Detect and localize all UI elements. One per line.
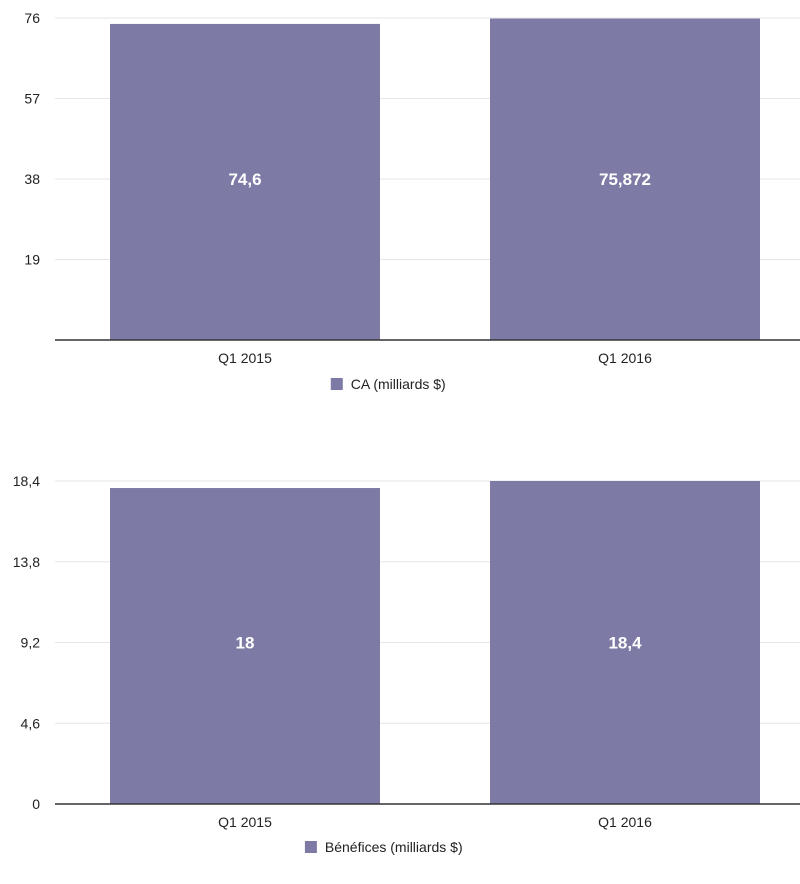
y-tick-label: 19	[24, 252, 40, 268]
legend-label: Bénéfices (milliards $)	[325, 839, 463, 855]
data-label: 75,872	[599, 170, 651, 189]
y-tick-label: 13,8	[13, 554, 40, 570]
profit-chart: 0 4,6 9,2 13,8 18,4 18 Q1 2015 18,4 Q1 2016 Bénéf…	[13, 473, 800, 855]
y-tick-label: 38	[24, 171, 40, 187]
legend-swatch	[304, 841, 317, 853]
x-tick-label: Q1 2016	[598, 814, 652, 830]
data-label: 18,4	[608, 634, 642, 653]
bar	[490, 18, 760, 340]
legend-label: CA (milliards $)	[351, 376, 446, 392]
revenue-chart: 19 38 57 76 74,6 Q1 2015 75,872 Q1 2016 CA (mill…	[24, 10, 800, 392]
bar	[490, 481, 760, 804]
data-label: 74,6	[228, 170, 261, 189]
y-tick-label: 18,4	[13, 473, 40, 489]
bar	[110, 23, 380, 340]
y-tick-label: 4,6	[21, 715, 41, 731]
y-tick-label: 57	[24, 91, 40, 107]
bar	[110, 488, 380, 804]
legend-swatch	[330, 378, 343, 390]
x-tick-label: Q1 2015	[218, 350, 272, 366]
y-tick-label: 0	[32, 796, 40, 812]
y-tick-label: 9,2	[21, 635, 41, 651]
x-tick-label: Q1 2015	[218, 814, 272, 830]
y-tick-label: 76	[24, 10, 40, 26]
data-label: 18	[236, 634, 255, 653]
x-tick-label: Q1 2016	[598, 350, 652, 366]
